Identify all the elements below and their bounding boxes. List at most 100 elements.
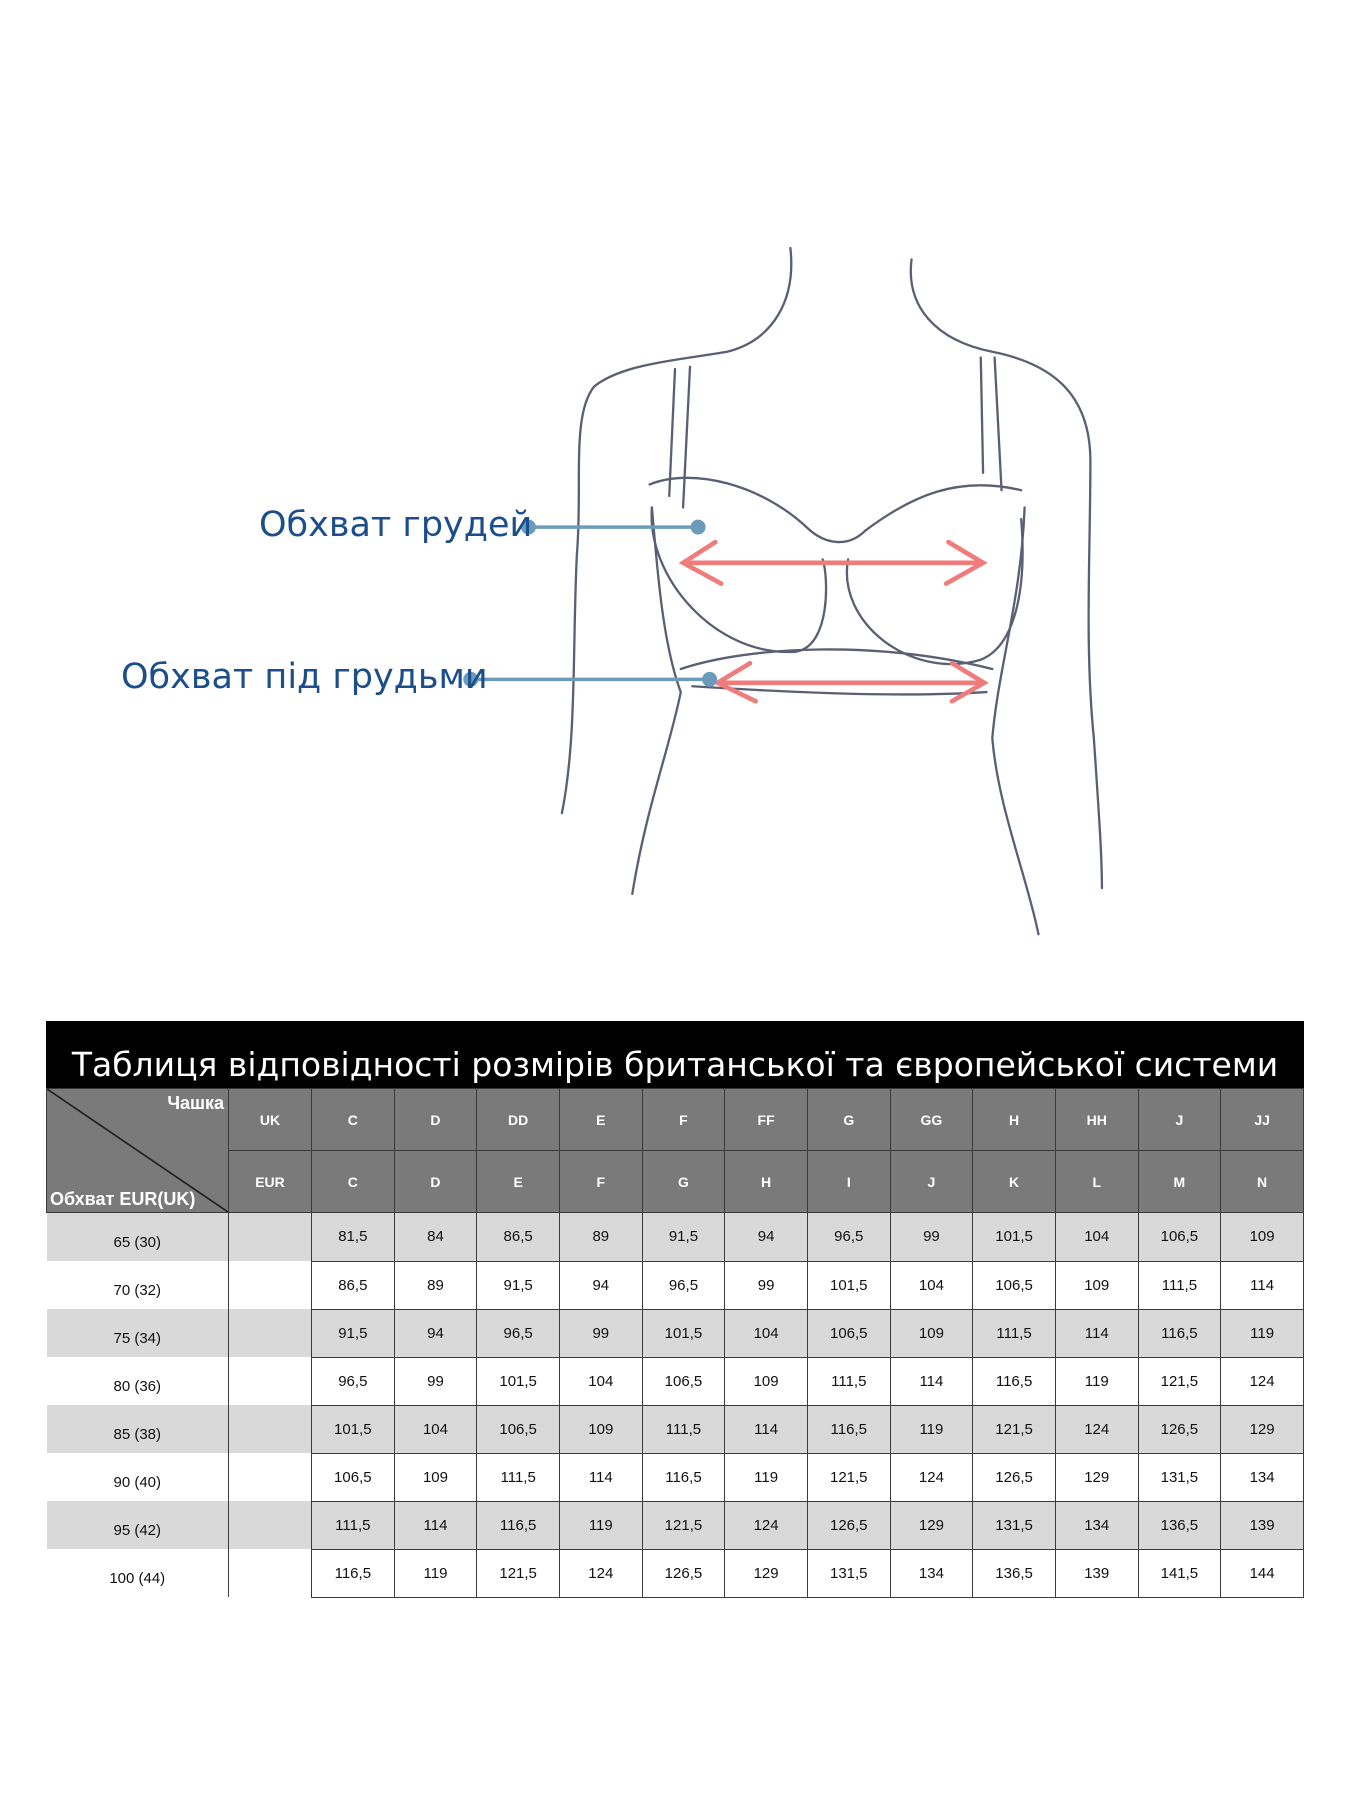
bust-value-cell: 101,5	[641, 1308, 726, 1358]
bust-value-cell: 124	[889, 1452, 974, 1502]
cup-label: Чашка	[167, 1093, 224, 1113]
bust-value-cell: 124	[724, 1500, 808, 1550]
bust-value-cell: 109	[558, 1404, 643, 1454]
bust-value-cell: 111,5	[972, 1308, 1056, 1358]
bust-value-cell: 119	[1054, 1356, 1139, 1406]
bust-value-cell: 84	[393, 1212, 478, 1262]
bust-value-cell: 91,5	[641, 1212, 726, 1262]
bust-value-cell: 126,5	[641, 1548, 726, 1598]
bust-value-cell: 101,5	[476, 1356, 560, 1406]
bust-value-cell: 129	[1220, 1404, 1304, 1454]
uk-cup-header: F	[641, 1088, 726, 1151]
empty-cell	[228, 1261, 312, 1309]
bust-value-cell: 144	[1220, 1548, 1304, 1598]
bust-value-cell: 116,5	[806, 1404, 891, 1454]
bust-value-cell: 104	[393, 1404, 478, 1454]
bust-value-cell: 114	[393, 1500, 478, 1550]
bust-value-cell: 104	[889, 1260, 974, 1310]
bust-measurement-illustration	[463, 246, 1104, 936]
bust-value-cell: 94	[393, 1308, 478, 1358]
underbust-girth-label: Обхват під грудьми	[121, 657, 488, 697]
band-size-cell: 85 (38)	[46, 1405, 229, 1453]
pointer-lines	[463, 519, 718, 687]
bust-value-cell: 106,5	[476, 1404, 560, 1454]
uk-header-row: Чашка Обхват EUR(UK) UK C D DD E F FF G GG H HH J J…	[46, 1088, 1304, 1213]
bust-value-cell: 106,5	[311, 1452, 395, 1502]
bust-value-cell: 119	[558, 1500, 643, 1550]
measurement-arrows	[678, 539, 989, 704]
eur-cup-header: C	[311, 1150, 395, 1213]
uk-cup-header: DD	[476, 1088, 560, 1151]
empty-cell	[228, 1453, 312, 1501]
table-row: 95 (42) 111,5 114 116,5 119 121,5 124 126,5 129 1…	[46, 1500, 1304, 1550]
bust-value-cell: 106,5	[972, 1260, 1056, 1310]
eur-label: EUR	[228, 1150, 312, 1213]
bust-value-cell: 136,5	[1137, 1500, 1222, 1550]
eur-cup-header: N	[1220, 1150, 1304, 1213]
empty-cell	[228, 1357, 312, 1405]
bust-value-cell: 99	[393, 1356, 478, 1406]
bust-value-cell: 119	[889, 1404, 974, 1454]
band-size-cell: 100 (44)	[46, 1549, 229, 1597]
table-title: Таблиця відповідності розмірів британськ…	[46, 1021, 1304, 1088]
bust-value-cell: 114	[1220, 1260, 1304, 1310]
eur-cup-header: K	[972, 1150, 1056, 1213]
bust-value-cell: 111,5	[311, 1500, 395, 1550]
bust-value-cell: 109	[1220, 1212, 1304, 1262]
empty-cell	[228, 1309, 312, 1357]
table-row: 90 (40) 106,5 109 111,5 114 116,5 119 121,5 124 1…	[46, 1452, 1304, 1502]
bust-value-cell: 134	[1220, 1452, 1304, 1502]
bust-value-cell: 99	[889, 1212, 974, 1262]
bust-value-cell: 139	[1054, 1548, 1139, 1598]
table-row: 100 (44) 116,5 119 121,5 124 126,5 129 131,5 134…	[46, 1548, 1304, 1598]
bust-value-cell: 109	[889, 1308, 974, 1358]
band-size-cell: 95 (42)	[46, 1501, 229, 1549]
table-row: 85 (38) 101,5 104 106,5 109 111,5 114 116,5 119 1…	[46, 1404, 1304, 1454]
eur-cup-header: I	[806, 1150, 891, 1213]
bust-value-cell: 116,5	[1137, 1308, 1222, 1358]
bust-value-cell: 101,5	[972, 1212, 1056, 1262]
bust-value-cell: 99	[558, 1308, 643, 1358]
uk-cup-header: D	[393, 1088, 478, 1151]
bust-value-cell: 99	[724, 1260, 808, 1310]
bust-value-cell: 116,5	[641, 1452, 726, 1502]
table-row: 75 (34) 91,5 94 96,5 99 101,5 104 106,5 109 111,5…	[46, 1308, 1304, 1358]
eur-cup-header: D	[393, 1150, 478, 1213]
bust-value-cell: 124	[558, 1548, 643, 1598]
bust-value-cell: 101,5	[311, 1404, 395, 1454]
bust-value-cell: 116,5	[972, 1356, 1056, 1406]
bust-value-cell: 121,5	[806, 1452, 891, 1502]
eur-cup-header: G	[641, 1150, 726, 1213]
bust-value-cell: 109	[393, 1452, 478, 1502]
bust-value-cell: 124	[1054, 1404, 1139, 1454]
bust-value-cell: 106,5	[806, 1308, 891, 1358]
band-size-cell: 70 (32)	[46, 1261, 229, 1309]
bust-value-cell: 109	[1054, 1260, 1139, 1310]
bust-value-cell: 89	[393, 1260, 478, 1310]
bust-value-cell: 109	[724, 1356, 808, 1406]
uk-cup-header: E	[558, 1088, 643, 1151]
bust-value-cell: 89	[558, 1212, 643, 1262]
bust-value-cell: 141,5	[1137, 1548, 1222, 1598]
bust-value-cell: 91,5	[476, 1260, 560, 1310]
bust-value-cell: 126,5	[1137, 1404, 1222, 1454]
bust-value-cell: 121,5	[972, 1404, 1056, 1454]
bust-value-cell: 126,5	[972, 1452, 1056, 1502]
bust-value-cell: 86,5	[311, 1260, 395, 1310]
bust-value-cell: 96,5	[641, 1260, 726, 1310]
uk-cup-header: H	[972, 1088, 1056, 1151]
bust-value-cell: 129	[889, 1500, 974, 1550]
eur-cup-header: H	[724, 1150, 808, 1213]
eur-cup-header: L	[1054, 1150, 1139, 1213]
uk-cup-header: JJ	[1220, 1088, 1304, 1151]
eur-cup-header: J	[889, 1150, 974, 1213]
body-sketch	[560, 246, 1104, 936]
bust-value-cell: 96,5	[476, 1308, 560, 1358]
bust-value-cell: 124	[1220, 1356, 1304, 1406]
uk-cup-header: FF	[724, 1088, 808, 1151]
bust-value-cell: 104	[1054, 1212, 1139, 1262]
bust-value-cell: 121,5	[476, 1548, 560, 1598]
bust-value-cell: 129	[724, 1548, 808, 1598]
uk-cup-header: J	[1137, 1088, 1222, 1151]
